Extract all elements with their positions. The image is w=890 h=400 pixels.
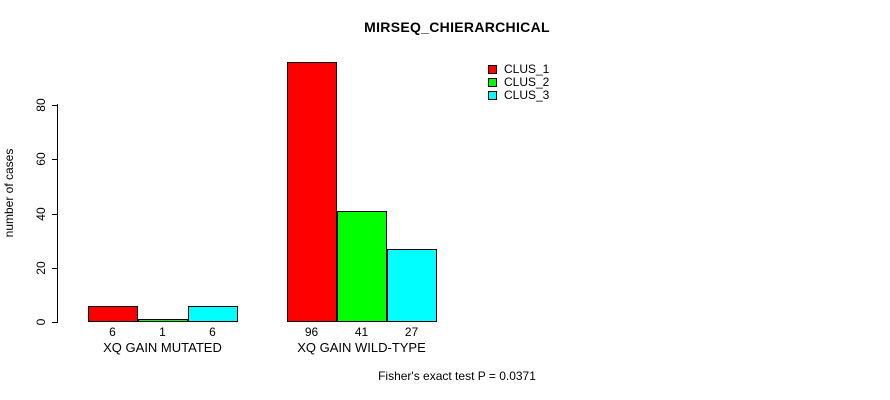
legend-row-clus_1: CLUS_1 [488,63,549,76]
y-axis-label: number of cases [2,148,16,238]
pvalue-annotation: Fisher's exact test P = 0.0371 [378,369,536,383]
bar-value-label: 96 [304,325,319,339]
y-tick-mark [52,267,57,269]
category-label: XQ GAIN WILD-TYPE [297,340,426,355]
chart-title: MIRSEQ_CHIERARCHICAL [364,19,550,35]
y-tick-label: 20 [34,261,48,275]
legend-label: CLUS_3 [504,88,550,102]
bar-clus_3-2 [386,249,437,322]
bar-clus_2-1 [137,319,188,322]
y-tick-label: 80 [34,98,48,112]
bar-value-label: 41 [354,325,369,339]
legend-label: CLUS_1 [504,62,550,76]
bar-clus_1-1 [87,306,138,322]
y-tick-mark [52,322,57,323]
y-tick-mark [52,105,57,106]
bar-value-label: 6 [109,325,116,339]
legend-row-clus_3: CLUS_3 [488,89,549,102]
y-tick-mark [52,159,57,161]
y-tick-label: 60 [34,152,48,166]
bar-value-label: 1 [159,325,166,339]
bar-clus_1-2 [286,62,337,322]
y-tick-label: 40 [34,206,48,221]
y-tick-label: 0 [34,318,48,326]
legend-swatch-icon [488,91,497,100]
bar-clus_3-1 [187,306,238,322]
bar-value-label: 27 [404,325,419,339]
legend-swatch-icon [488,78,497,87]
legend-row-clus_2: CLUS_2 [488,76,549,89]
y-axis-line [57,104,58,323]
legend-swatch-icon [488,65,497,74]
category-label: XQ GAIN MUTATED [103,340,222,355]
legend-label: CLUS_2 [504,75,550,89]
bar-clus_2-2 [336,211,387,322]
bar-value-label: 6 [209,325,216,339]
y-tick-mark [52,213,57,215]
legend: CLUS_1 CLUS_2 CLUS_3 [488,63,549,102]
